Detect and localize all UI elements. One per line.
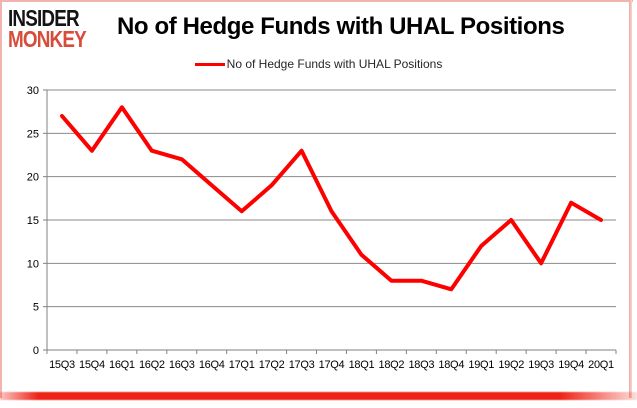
x-axis-label: 17Q3 <box>289 359 315 371</box>
x-axis-label: 19Q2 <box>498 359 524 371</box>
x-axis-label: 15Q4 <box>79 359 105 371</box>
x-axis-label: 17Q4 <box>319 359 345 371</box>
insider-monkey-logo: INSIDER MONKEY <box>8 5 98 53</box>
x-axis-label: 18Q1 <box>349 359 375 371</box>
x-axis-label: 19Q3 <box>528 359 554 371</box>
y-axis-label: 5 <box>33 302 39 314</box>
logo-monkey-text: MONKEY <box>8 26 87 53</box>
x-axis-label: 16Q4 <box>199 359 225 371</box>
legend: No of Hedge Funds with UHAL Positions <box>0 56 637 72</box>
x-axis-label: 16Q3 <box>169 359 195 371</box>
y-axis-label: 20 <box>27 172 39 184</box>
x-axis-label: 18Q2 <box>379 359 405 371</box>
x-axis-label: 17Q2 <box>259 359 285 371</box>
x-axis-label: 15Q3 <box>49 359 75 371</box>
series-line <box>60 105 603 292</box>
x-axis-label: 16Q2 <box>139 359 165 371</box>
chart-title: No of Hedge Funds with UHAL Positions <box>117 13 565 40</box>
frame-border-left <box>0 0 2 398</box>
frame-border-right <box>629 0 632 398</box>
x-axis-label: 19Q4 <box>558 359 584 371</box>
frame-border-top <box>0 0 633 2</box>
legend-line-marker <box>194 62 225 66</box>
x-axis-label: 20Q1 <box>588 359 614 371</box>
logo-insider-text: INSIDER <box>8 5 80 31</box>
frame-border-bottom <box>0 392 637 400</box>
y-axis-label: 30 <box>27 85 39 97</box>
x-axis-label: 18Q3 <box>408 359 434 371</box>
x-axis-label: 17Q1 <box>229 359 255 371</box>
y-axis-label: 0 <box>33 345 39 357</box>
y-axis-label: 10 <box>27 258 39 270</box>
legend-label: No of Hedge Funds with UHAL Positions <box>226 57 443 71</box>
x-axis-label: 18Q4 <box>438 359 464 371</box>
x-axis-label: 19Q1 <box>468 359 494 371</box>
x-axis-label: 16Q1 <box>109 359 135 371</box>
y-axis-label: 25 <box>27 128 39 140</box>
y-axis-label: 15 <box>27 215 39 227</box>
